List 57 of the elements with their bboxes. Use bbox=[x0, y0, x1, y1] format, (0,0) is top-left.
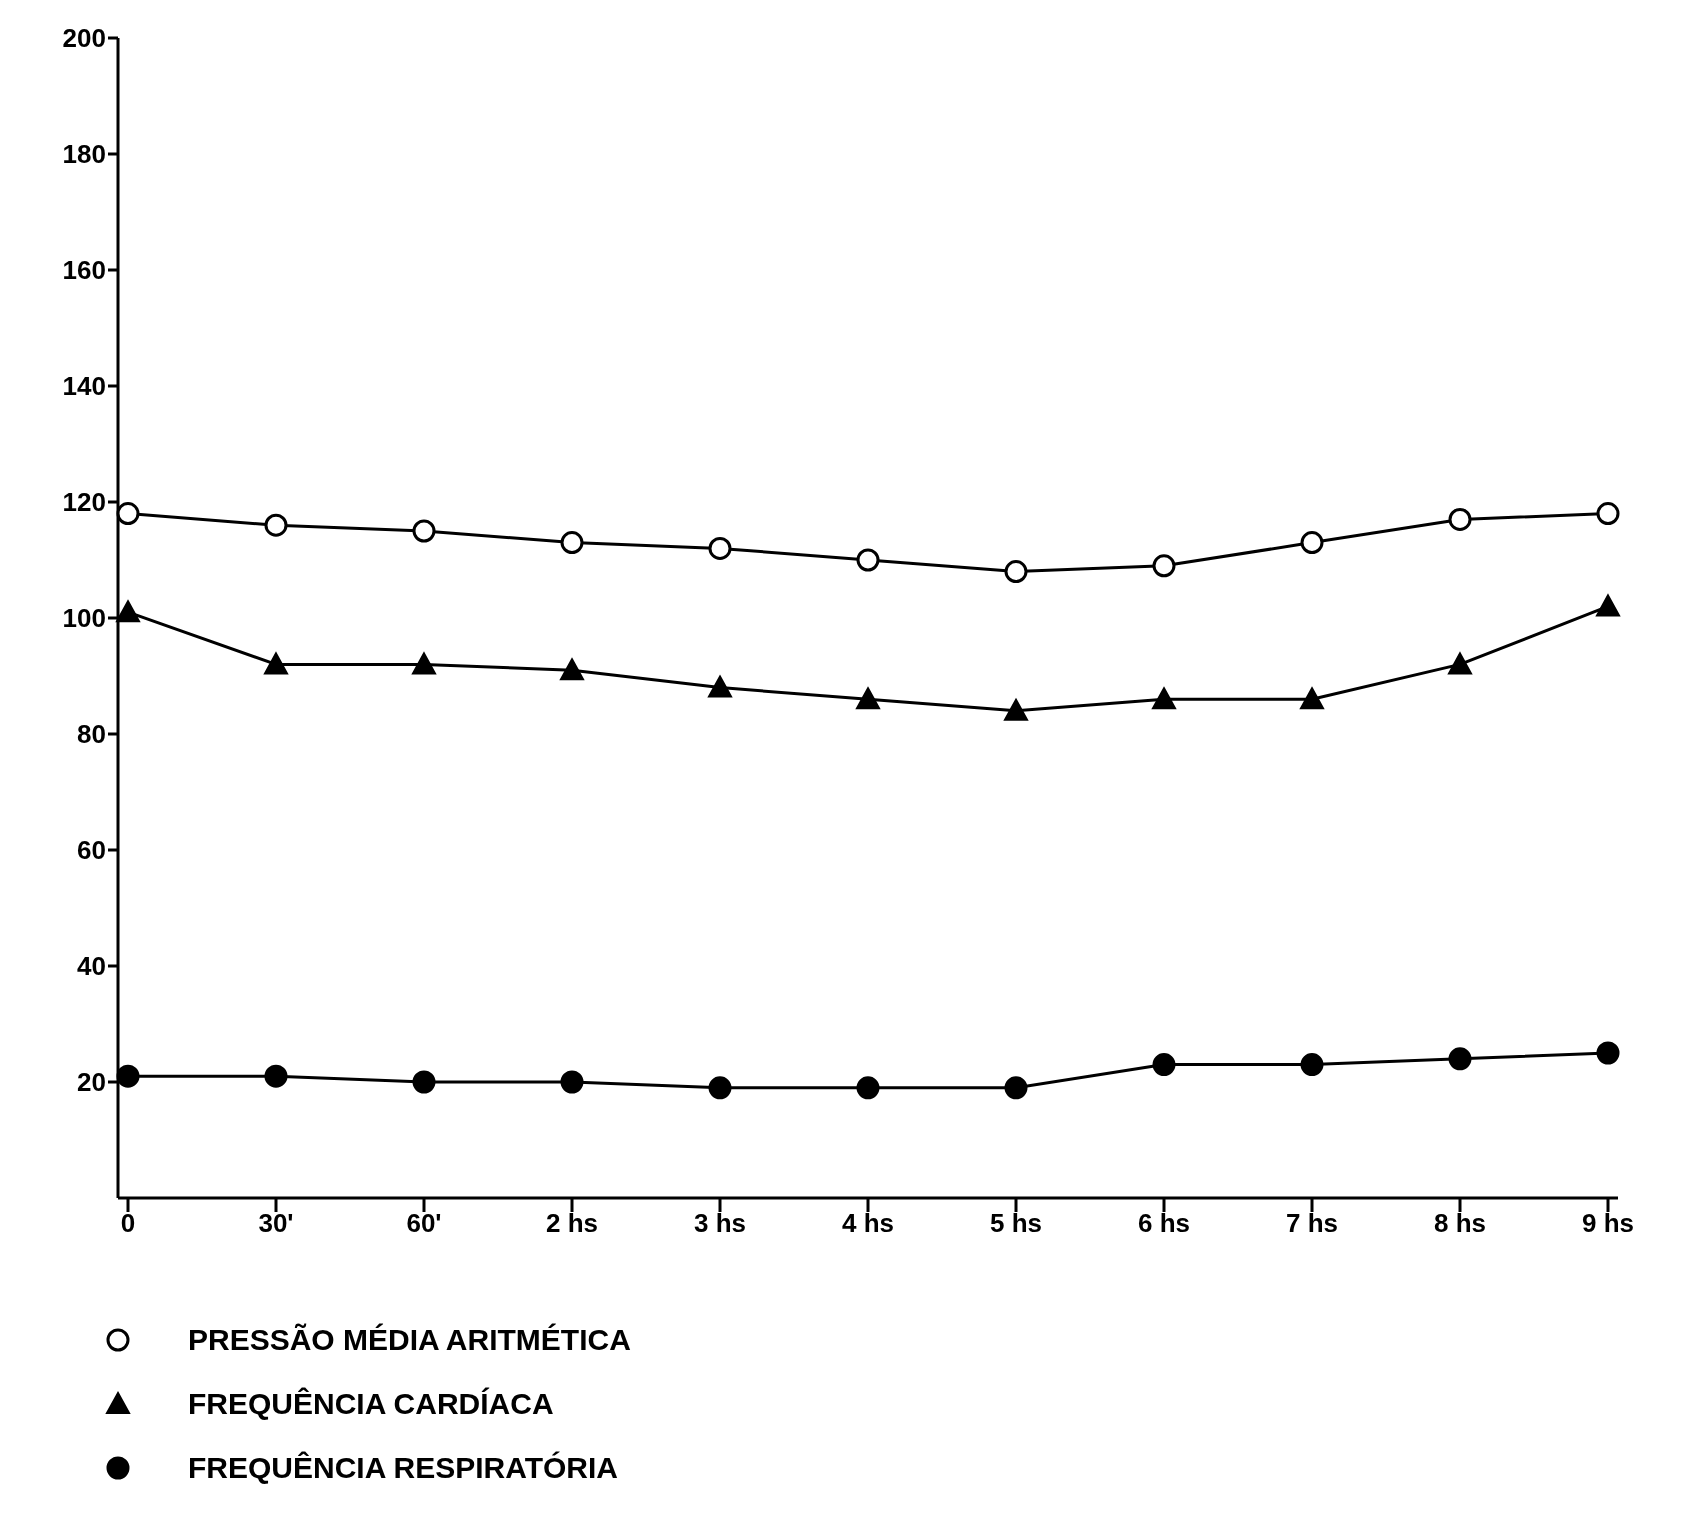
y-tick-label: 120 bbox=[62, 487, 106, 518]
point bbox=[412, 519, 436, 543]
point bbox=[856, 687, 880, 710]
point bbox=[560, 1070, 584, 1094]
x-tick-label: 0 bbox=[120, 1208, 136, 1239]
legend-label: FREQUÊNCIA RESPIRATÓRIA bbox=[188, 1451, 619, 1485]
point bbox=[1596, 502, 1620, 526]
x-tick-label: 8 hs bbox=[1433, 1208, 1487, 1239]
point bbox=[264, 513, 288, 537]
point bbox=[264, 652, 288, 675]
y-tick-label: 80 bbox=[77, 719, 106, 750]
point bbox=[116, 502, 140, 526]
point bbox=[1300, 687, 1324, 710]
point bbox=[708, 536, 732, 560]
point bbox=[1152, 687, 1176, 710]
legend-label: PRESSÃO MÉDIA ARITMÉTICA bbox=[188, 1323, 631, 1357]
point bbox=[856, 548, 880, 572]
y-tick-label: 180 bbox=[62, 139, 106, 170]
legend-label: FREQUÊNCIA CARDÍACA bbox=[188, 1387, 554, 1421]
point bbox=[116, 1064, 140, 1088]
point bbox=[708, 1076, 732, 1100]
x-tick-label: 6 hs bbox=[1137, 1208, 1191, 1239]
point bbox=[264, 1064, 288, 1088]
x-tick-label: 60' bbox=[406, 1208, 442, 1239]
point bbox=[1004, 698, 1028, 721]
x-tick-label: 5 hs bbox=[989, 1208, 1043, 1239]
point bbox=[1300, 531, 1324, 555]
y-tick-label: 100 bbox=[62, 603, 106, 634]
point bbox=[1004, 560, 1028, 584]
point bbox=[116, 600, 140, 623]
y-tick-label: 140 bbox=[62, 371, 106, 402]
point bbox=[1448, 507, 1472, 531]
point bbox=[1596, 594, 1620, 617]
point bbox=[1596, 1041, 1620, 1065]
point bbox=[1152, 1053, 1176, 1077]
x-tick-label: 2 hs bbox=[545, 1208, 599, 1239]
point bbox=[1300, 1053, 1324, 1077]
y-tick-label: 60 bbox=[77, 835, 106, 866]
point bbox=[856, 1076, 880, 1100]
x-tick-label: 30' bbox=[258, 1208, 294, 1239]
point bbox=[412, 1070, 436, 1094]
point bbox=[560, 531, 584, 555]
point bbox=[1448, 1047, 1472, 1071]
x-tick-label: 4 hs bbox=[841, 1208, 895, 1239]
x-tick-label: 7 hs bbox=[1285, 1208, 1339, 1239]
point bbox=[412, 652, 436, 675]
point bbox=[1004, 1076, 1028, 1100]
y-tick-label: 20 bbox=[77, 1067, 106, 1098]
x-tick-label: 9 hs bbox=[1581, 1208, 1635, 1239]
point bbox=[560, 658, 584, 681]
point bbox=[1448, 652, 1472, 675]
y-tick-label: 200 bbox=[62, 23, 106, 54]
point bbox=[708, 675, 732, 698]
x-tick-label: 3 hs bbox=[693, 1208, 747, 1239]
y-tick-label: 160 bbox=[62, 255, 106, 286]
point bbox=[1152, 554, 1176, 578]
y-tick-label: 40 bbox=[77, 951, 106, 982]
